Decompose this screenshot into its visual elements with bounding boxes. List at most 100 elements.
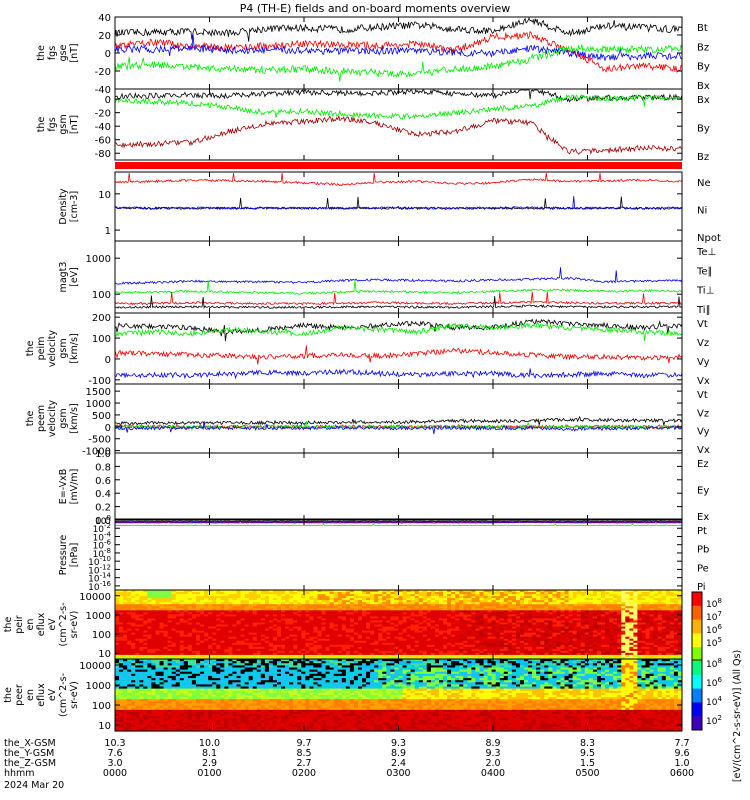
ylabel-peem_velocity-3: gsm (58, 408, 69, 428)
legend-efield-0: Ez (697, 459, 709, 470)
ytick-peer_eflux-1: 1000 (86, 681, 111, 692)
colorbar-upper-tick-3: 105 (706, 636, 722, 649)
ytick-fgs_gse-2: 0 (105, 49, 111, 60)
legend-fgs_gsm-1: By (697, 124, 710, 135)
xaxis-value-3-0: 0000 (103, 768, 127, 779)
colorbar-upper-tick-2: 106 (706, 623, 722, 636)
ylabel-peer_eflux-3: eflux (36, 683, 47, 707)
ytick-efield-5: 0.0 (95, 516, 111, 527)
legend-fgs_gse-0: Bt (697, 23, 708, 34)
legend-pressure-0: Pt (697, 526, 707, 537)
series-fgs_gsm-Bz (114, 115, 683, 155)
xaxis-value-1-2: 8.5 (296, 748, 311, 759)
legend-density-0: Ne (697, 178, 711, 189)
xaxis-value-3-3: 0300 (386, 768, 410, 779)
xaxis-value-0-3: 9.3 (391, 738, 406, 749)
series-peim_velocity-Vt (114, 318, 683, 342)
series-magt3-Ti⊥ (114, 267, 683, 285)
colorbar-upper-tick-0: 108 (706, 597, 722, 610)
legend-fgs_gse-3: Bx (697, 81, 710, 92)
colorbar-lower-tick-1: 106 (706, 676, 722, 689)
ylabel-fgs_gsm-3: [nT] (69, 115, 80, 134)
ytick-fgs_gsm-2: -40 (95, 122, 111, 133)
ytick-peir_eflux-1: 1000 (86, 611, 111, 622)
ytick-peim_velocity-3: -100 (88, 376, 111, 387)
xaxis-row-label-0: the_X-GSM (4, 738, 56, 749)
xaxis-value-2-3: 2.4 (391, 758, 406, 769)
ytick-peim_velocity-2: 0 (105, 355, 111, 366)
ylabel-density-1: [cm-3] (69, 191, 80, 222)
ytick-pressure-6: 10-12 (88, 563, 111, 576)
ytick-density-0: 10 (98, 190, 111, 201)
ytick-peim_velocity-0: 200 (92, 313, 111, 324)
xaxis-value-3-1: 0100 (197, 768, 221, 779)
series-density-Ne (114, 172, 683, 187)
ytick-peer_eflux-0: 10000 (79, 661, 111, 672)
ylabel-peer_eflux-5: (cm^2-s- (58, 673, 69, 717)
xaxis-value-2-5: 1.5 (580, 758, 595, 769)
xaxis-value-0-0: 10.3 (104, 738, 125, 749)
ytick-fgs_gsm-4: -80 (95, 149, 111, 160)
series-pressure-Pe (114, 523, 683, 527)
legend-density-2: Npot (697, 233, 721, 244)
colorbar-label: [eV/(cm^2-s-sr-eV)] (All Qs) (732, 650, 743, 782)
series-peem_velocity-Vy (114, 421, 683, 431)
ytick-peir_eflux-2: 100 (92, 630, 111, 641)
legend-peem_velocity-3: Vx (697, 445, 710, 456)
frame-pressure (114, 519, 683, 591)
series-fgs_gse-By (114, 44, 683, 82)
ytick-efield-1: 0.8 (95, 462, 111, 473)
ytick-peem_velocity-4: -500 (88, 435, 111, 446)
xaxis-value-2-2: 2.7 (296, 758, 311, 769)
x-axis-labels: the_X-GSM 10.3 10.0 9.7 9.3 8.9 8.3 7.7the_Y-GS… (4, 738, 694, 791)
panel-efield: 1.0 0.8 0.6 0.4 0.2 0.0 E=-VxB [mV/m] Ez Ey Ex (58, 449, 709, 527)
ylabel-peim_velocity-3: gsm (58, 338, 69, 358)
ylabel-peim_velocity-0: the (25, 341, 36, 357)
ytick-peem_velocity-5: -1000 (82, 447, 111, 458)
legend-fgs_gse-1: Bz (697, 42, 709, 53)
colorbar-upper-tick-1: 107 (706, 610, 722, 623)
ylabel-fgs_gse-2: gse (58, 44, 69, 61)
series-peem_velocity-Vx (114, 420, 683, 435)
ytick-peir_eflux-3: 10 (98, 649, 111, 660)
ytick-peem_velocity-1: 1000 (86, 399, 111, 410)
xaxis-value-3-6: 0600 (670, 768, 694, 779)
xaxis-value-0-5: 8.3 (580, 738, 595, 749)
series-peim_velocity-Vx (114, 368, 683, 380)
ylabel-efield-0: E=-VxB (58, 469, 69, 504)
ytick-pressure-3: 10-6 (93, 539, 112, 552)
ylabel-efield-1: [mV/m] (69, 469, 80, 505)
panel-fgs_gse: 40 20 0 -20 -40 the fgs gse [nT] Bt Bz By Bx (36, 13, 710, 96)
panel-peir_eflux: 10000 1000 100 10 the peir en eflux eV (cm^2-s-sr… (3, 589, 683, 660)
xaxis-value-1-0: 7.6 (107, 748, 122, 759)
ylabel-fgs_gsm-1: fgs (47, 117, 58, 131)
ytick-peim_velocity-1: 100 (92, 334, 111, 345)
ytick-peem_velocity-0: 1500 (86, 387, 111, 398)
series-peim_velocity-Vy (114, 320, 683, 341)
xaxis-value-1-1: 8.1 (202, 748, 217, 759)
ytick-efield-0: 1.0 (95, 449, 111, 460)
ytick-fgs_gse-0: 40 (98, 13, 111, 24)
ytick-magt3-0: 1000 (86, 254, 111, 265)
legend-magt3-1: Te∥ (696, 266, 713, 277)
colorbar-lower-tick-3: 102 (706, 714, 722, 727)
ylabel-peer_eflux-2: en (25, 689, 36, 701)
series-fgs_gse-Bz (114, 30, 683, 73)
series-fgs_gse-Bt (114, 16, 683, 42)
xaxis-row-label-3: hhmm (4, 768, 35, 779)
ytick-fgs_gsm-0: 0 (105, 95, 111, 106)
xaxis-value-3-5: 0500 (575, 768, 599, 779)
panel-peer_eflux: 10000 1000 100 10 the peer en eflux eV (cm^2-s-sr… (3, 658, 683, 732)
colorbar-lower-tick-2: 104 (706, 695, 722, 708)
ylabel-peir_eflux-6: sr-eV) (69, 611, 80, 639)
ytick-pressure-5: 10-10 (88, 555, 111, 568)
panel-fgs_gsm: 0 -20 -40 -60 -80 the fgs gsm [nT] Bx By Bz (36, 88, 710, 163)
xaxis-row-label-2: the_Z-GSM (4, 758, 56, 769)
ylabel-peir_eflux-2: en (25, 619, 36, 631)
legend-fgs_gse-2: By (697, 62, 710, 73)
ytick-peir_eflux-0: 10000 (79, 592, 111, 603)
xaxis-value-0-2: 9.7 (296, 738, 311, 749)
ylabel-density-0: Density (58, 188, 69, 224)
ylabel-peer_eflux-4: eV (47, 688, 58, 701)
